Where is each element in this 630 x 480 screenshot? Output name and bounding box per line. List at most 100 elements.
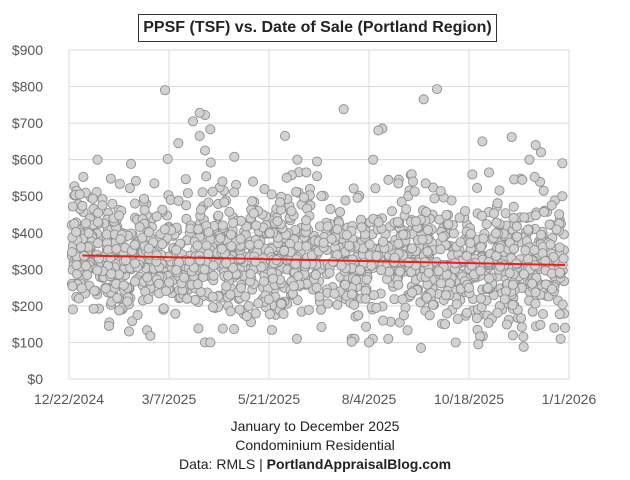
x-tick-label: 3/7/2025 — [142, 391, 197, 407]
data-point — [180, 174, 191, 185]
data-point — [549, 322, 560, 333]
data-point — [159, 224, 170, 235]
data-point — [292, 154, 303, 165]
data-point — [373, 217, 384, 228]
data-point — [410, 216, 421, 227]
data-point — [182, 188, 193, 199]
data-point — [443, 219, 454, 230]
data-point — [524, 154, 535, 165]
data-point — [530, 139, 541, 151]
data-point — [518, 269, 529, 280]
data-point — [301, 215, 312, 226]
data-point — [199, 145, 211, 156]
data-point — [274, 197, 286, 208]
y-axis-ticks: $0 $100 $200 $300 $400 $500 $600 $700 $800 $900 — [12, 42, 43, 387]
data-point — [268, 273, 279, 284]
data-point — [535, 147, 547, 158]
data-point — [92, 154, 103, 165]
data-point — [122, 296, 133, 307]
data-point — [508, 212, 519, 224]
data-point — [371, 302, 382, 313]
data-point — [71, 226, 82, 238]
data-point — [437, 231, 448, 243]
data-point — [508, 201, 519, 212]
data-point — [504, 268, 515, 279]
data-point — [398, 229, 409, 240]
data-point — [338, 104, 349, 115]
y-tick-label: $500 — [12, 188, 43, 204]
data-point — [465, 228, 476, 239]
data-point — [208, 270, 219, 281]
data-point — [112, 292, 123, 303]
data-point — [250, 308, 261, 319]
data-point — [129, 276, 141, 287]
data-point — [415, 342, 427, 353]
data-point — [263, 294, 274, 305]
data-point — [92, 238, 104, 249]
data-point — [435, 186, 446, 197]
data-point — [346, 336, 357, 347]
data-point — [530, 210, 541, 221]
data-point — [103, 320, 115, 332]
data-point — [402, 325, 413, 336]
data-point — [420, 178, 431, 189]
data-point — [205, 337, 216, 348]
y-tick-label: $100 — [12, 334, 43, 350]
data-point — [394, 266, 405, 277]
data-point — [225, 229, 237, 240]
data-point — [77, 200, 88, 212]
data-point — [555, 333, 566, 344]
data-point — [201, 171, 212, 182]
data-point — [535, 319, 546, 330]
data-points — [66, 84, 571, 353]
data-point — [500, 208, 511, 219]
data-point — [281, 172, 292, 183]
data-point — [115, 234, 126, 245]
data-point — [484, 273, 495, 284]
data-point — [92, 217, 103, 228]
x-tick-label: 8/4/2025 — [342, 391, 397, 407]
data-point — [244, 239, 255, 251]
data-point — [490, 228, 501, 239]
data-point — [356, 222, 367, 233]
data-point — [439, 319, 451, 330]
data-point — [106, 268, 117, 280]
data-point — [506, 131, 517, 143]
data-point — [451, 299, 462, 310]
data-point — [512, 231, 523, 242]
data-point — [461, 251, 472, 262]
data-point — [153, 278, 164, 289]
data-point — [554, 209, 565, 220]
data-point — [540, 255, 551, 267]
data-point — [80, 260, 92, 271]
data-point — [383, 333, 394, 344]
footer-brand: PortlandAppraisalBlog.com — [266, 456, 452, 472]
data-point — [83, 228, 94, 239]
data-point — [483, 256, 494, 268]
data-point — [441, 210, 452, 221]
data-point — [76, 242, 87, 253]
data-point — [557, 191, 568, 202]
data-point — [162, 153, 173, 164]
data-point — [143, 293, 154, 305]
data-point — [151, 211, 162, 222]
data-point — [423, 267, 434, 278]
data-point — [483, 167, 495, 178]
data-point — [253, 298, 264, 309]
data-point — [475, 265, 486, 276]
data-point — [190, 294, 201, 305]
data-point — [303, 304, 314, 315]
x-axis-ticks: 12/22/2024 3/7/2025 5/21/2025 8/4/2025 10/18… — [34, 391, 596, 407]
data-point — [241, 311, 252, 322]
data-point — [527, 278, 538, 289]
data-point — [376, 265, 387, 276]
data-point — [124, 183, 135, 194]
data-point — [67, 281, 78, 292]
data-point — [522, 224, 534, 235]
data-point — [477, 136, 488, 147]
data-point — [203, 227, 214, 238]
data-point — [424, 310, 435, 321]
data-point — [224, 206, 235, 217]
data-point — [378, 315, 389, 326]
data-point — [554, 242, 565, 253]
